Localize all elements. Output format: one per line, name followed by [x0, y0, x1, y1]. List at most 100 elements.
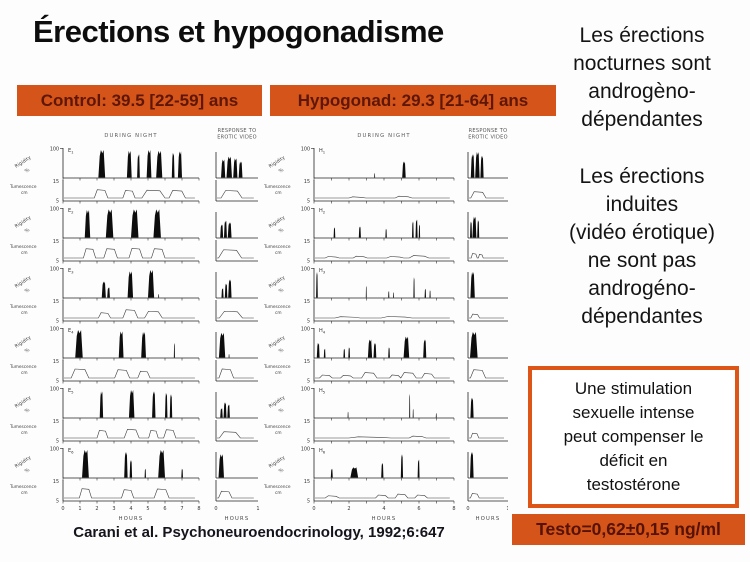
svg-text:15: 15 — [304, 359, 310, 365]
hours-tick: 7 — [180, 506, 183, 512]
subject-label: H4 — [319, 328, 326, 335]
subject-label: E4 — [68, 328, 74, 335]
erotic-video-header: RESPONSE TO — [218, 128, 257, 134]
citation: Carani et al. Psychoneuroendocrinology, … — [73, 524, 445, 541]
svg-text:cm: cm — [21, 491, 28, 496]
svg-text:%: % — [278, 227, 285, 235]
tumescence-axis-label: Tumescence — [263, 484, 291, 490]
hours-tick: 1 — [78, 506, 81, 512]
hours-tick: 8 — [452, 506, 455, 512]
hours-tick: 8 — [197, 506, 200, 512]
erotic-video-header: RESPONSE TO — [469, 128, 508, 134]
svg-text:cm: cm — [275, 191, 282, 196]
svg-text:cm: cm — [275, 311, 282, 316]
control-recordings-figure: DURING NIGHT RESPONSE TO EROTIC VIDEO Rigid… — [8, 124, 260, 528]
svg-text:5: 5 — [307, 199, 310, 205]
hours-axis-label: HOURS — [476, 516, 501, 522]
during-night-header: DURING NIGHT — [104, 133, 157, 139]
svg-text:15: 15 — [53, 299, 59, 305]
hours-tick: 0 — [214, 506, 217, 512]
svg-text:15: 15 — [304, 419, 310, 425]
tumescence-axis-label: Tumescence — [9, 364, 37, 370]
svg-text:cm: cm — [21, 431, 28, 436]
tumescence-axis-label: Tumescence — [263, 244, 291, 250]
rigidity-axis-label: Rigidity — [14, 455, 33, 470]
hours-tick: 6 — [163, 506, 166, 512]
tumescence-axis-label: Tumescence — [263, 184, 291, 190]
hours-axis-label: HOURS — [225, 516, 250, 522]
svg-text:%: % — [278, 167, 285, 175]
note-induced-erections: Les érections induites (vidéo érotique) … — [569, 165, 715, 328]
tumescence-axis-label: Tumescence — [9, 424, 37, 430]
svg-text:100: 100 — [50, 447, 59, 453]
subject-label: E2 — [68, 208, 74, 215]
rigidity-axis-label: Rigidity — [268, 215, 287, 230]
erotic-video-header: EROTIC VIDEO — [468, 135, 508, 141]
svg-text:100: 100 — [50, 267, 59, 273]
svg-text:5: 5 — [307, 319, 310, 325]
svg-text:5: 5 — [56, 379, 59, 385]
subject-label: H6 — [319, 448, 326, 455]
rigidity-axis-label: Rigidity — [268, 335, 287, 350]
hours-axis-label: HOURS — [119, 516, 144, 522]
hours-tick: 2 — [347, 506, 350, 512]
tumescence-axis-label: Tumescence — [263, 304, 291, 310]
hours-tick: 1 — [506, 506, 508, 512]
tumescence-axis-label: Tumescence — [263, 424, 291, 430]
hours-tick: 3 — [112, 506, 115, 512]
subject-label: H5 — [319, 388, 326, 395]
control-age-banner: Control: 39.5 [22-59] ans — [17, 85, 262, 116]
svg-text:%: % — [278, 407, 285, 415]
tumescence-axis-label: Tumescence — [9, 484, 37, 490]
svg-text:%: % — [24, 407, 31, 415]
hours-tick: 0 — [61, 506, 64, 512]
hypogonad-age-banner: Hypogonad: 29.3 [21-64] ans — [270, 85, 556, 116]
rigidity-axis-label: Rigidity — [14, 275, 33, 290]
subject-label: H3 — [319, 268, 326, 275]
rigidity-axis-label: Rigidity — [268, 155, 287, 170]
hours-tick: 4 — [129, 506, 132, 512]
svg-text:100: 100 — [301, 447, 310, 453]
svg-text:15: 15 — [53, 479, 59, 485]
svg-text:15: 15 — [304, 179, 310, 185]
svg-text:cm: cm — [21, 251, 28, 256]
subject-label: H1 — [319, 148, 326, 155]
svg-text:cm: cm — [275, 491, 282, 496]
svg-text:5: 5 — [56, 199, 59, 205]
during-night-header: DURING NIGHT — [357, 133, 410, 139]
svg-text:15: 15 — [53, 179, 59, 185]
svg-text:5: 5 — [307, 259, 310, 265]
hours-tick: 1 — [256, 506, 259, 512]
tumescence-axis-label: Tumescence — [9, 184, 37, 190]
testosterone-badge: Testo=0,62±0,15 ng/ml — [512, 514, 745, 545]
svg-text:100: 100 — [50, 207, 59, 213]
rigidity-axis-label: Rigidity — [14, 215, 33, 230]
svg-text:5: 5 — [307, 499, 310, 505]
subject-label: E5 — [68, 388, 74, 395]
svg-text:%: % — [24, 467, 31, 475]
hours-tick: 6 — [417, 506, 420, 512]
svg-text:100: 100 — [301, 387, 310, 393]
rigidity-axis-label: Rigidity — [268, 455, 287, 470]
rigidity-axis-label: Rigidity — [14, 395, 33, 410]
svg-text:cm: cm — [275, 371, 282, 376]
subject-label: H2 — [319, 208, 326, 215]
svg-text:5: 5 — [56, 259, 59, 265]
svg-text:15: 15 — [304, 299, 310, 305]
svg-text:5: 5 — [307, 439, 310, 445]
rigidity-axis-label: Rigidity — [268, 275, 287, 290]
svg-text:%: % — [278, 347, 285, 355]
svg-text:100: 100 — [50, 147, 59, 153]
rigidity-axis-label: Rigidity — [14, 335, 33, 350]
